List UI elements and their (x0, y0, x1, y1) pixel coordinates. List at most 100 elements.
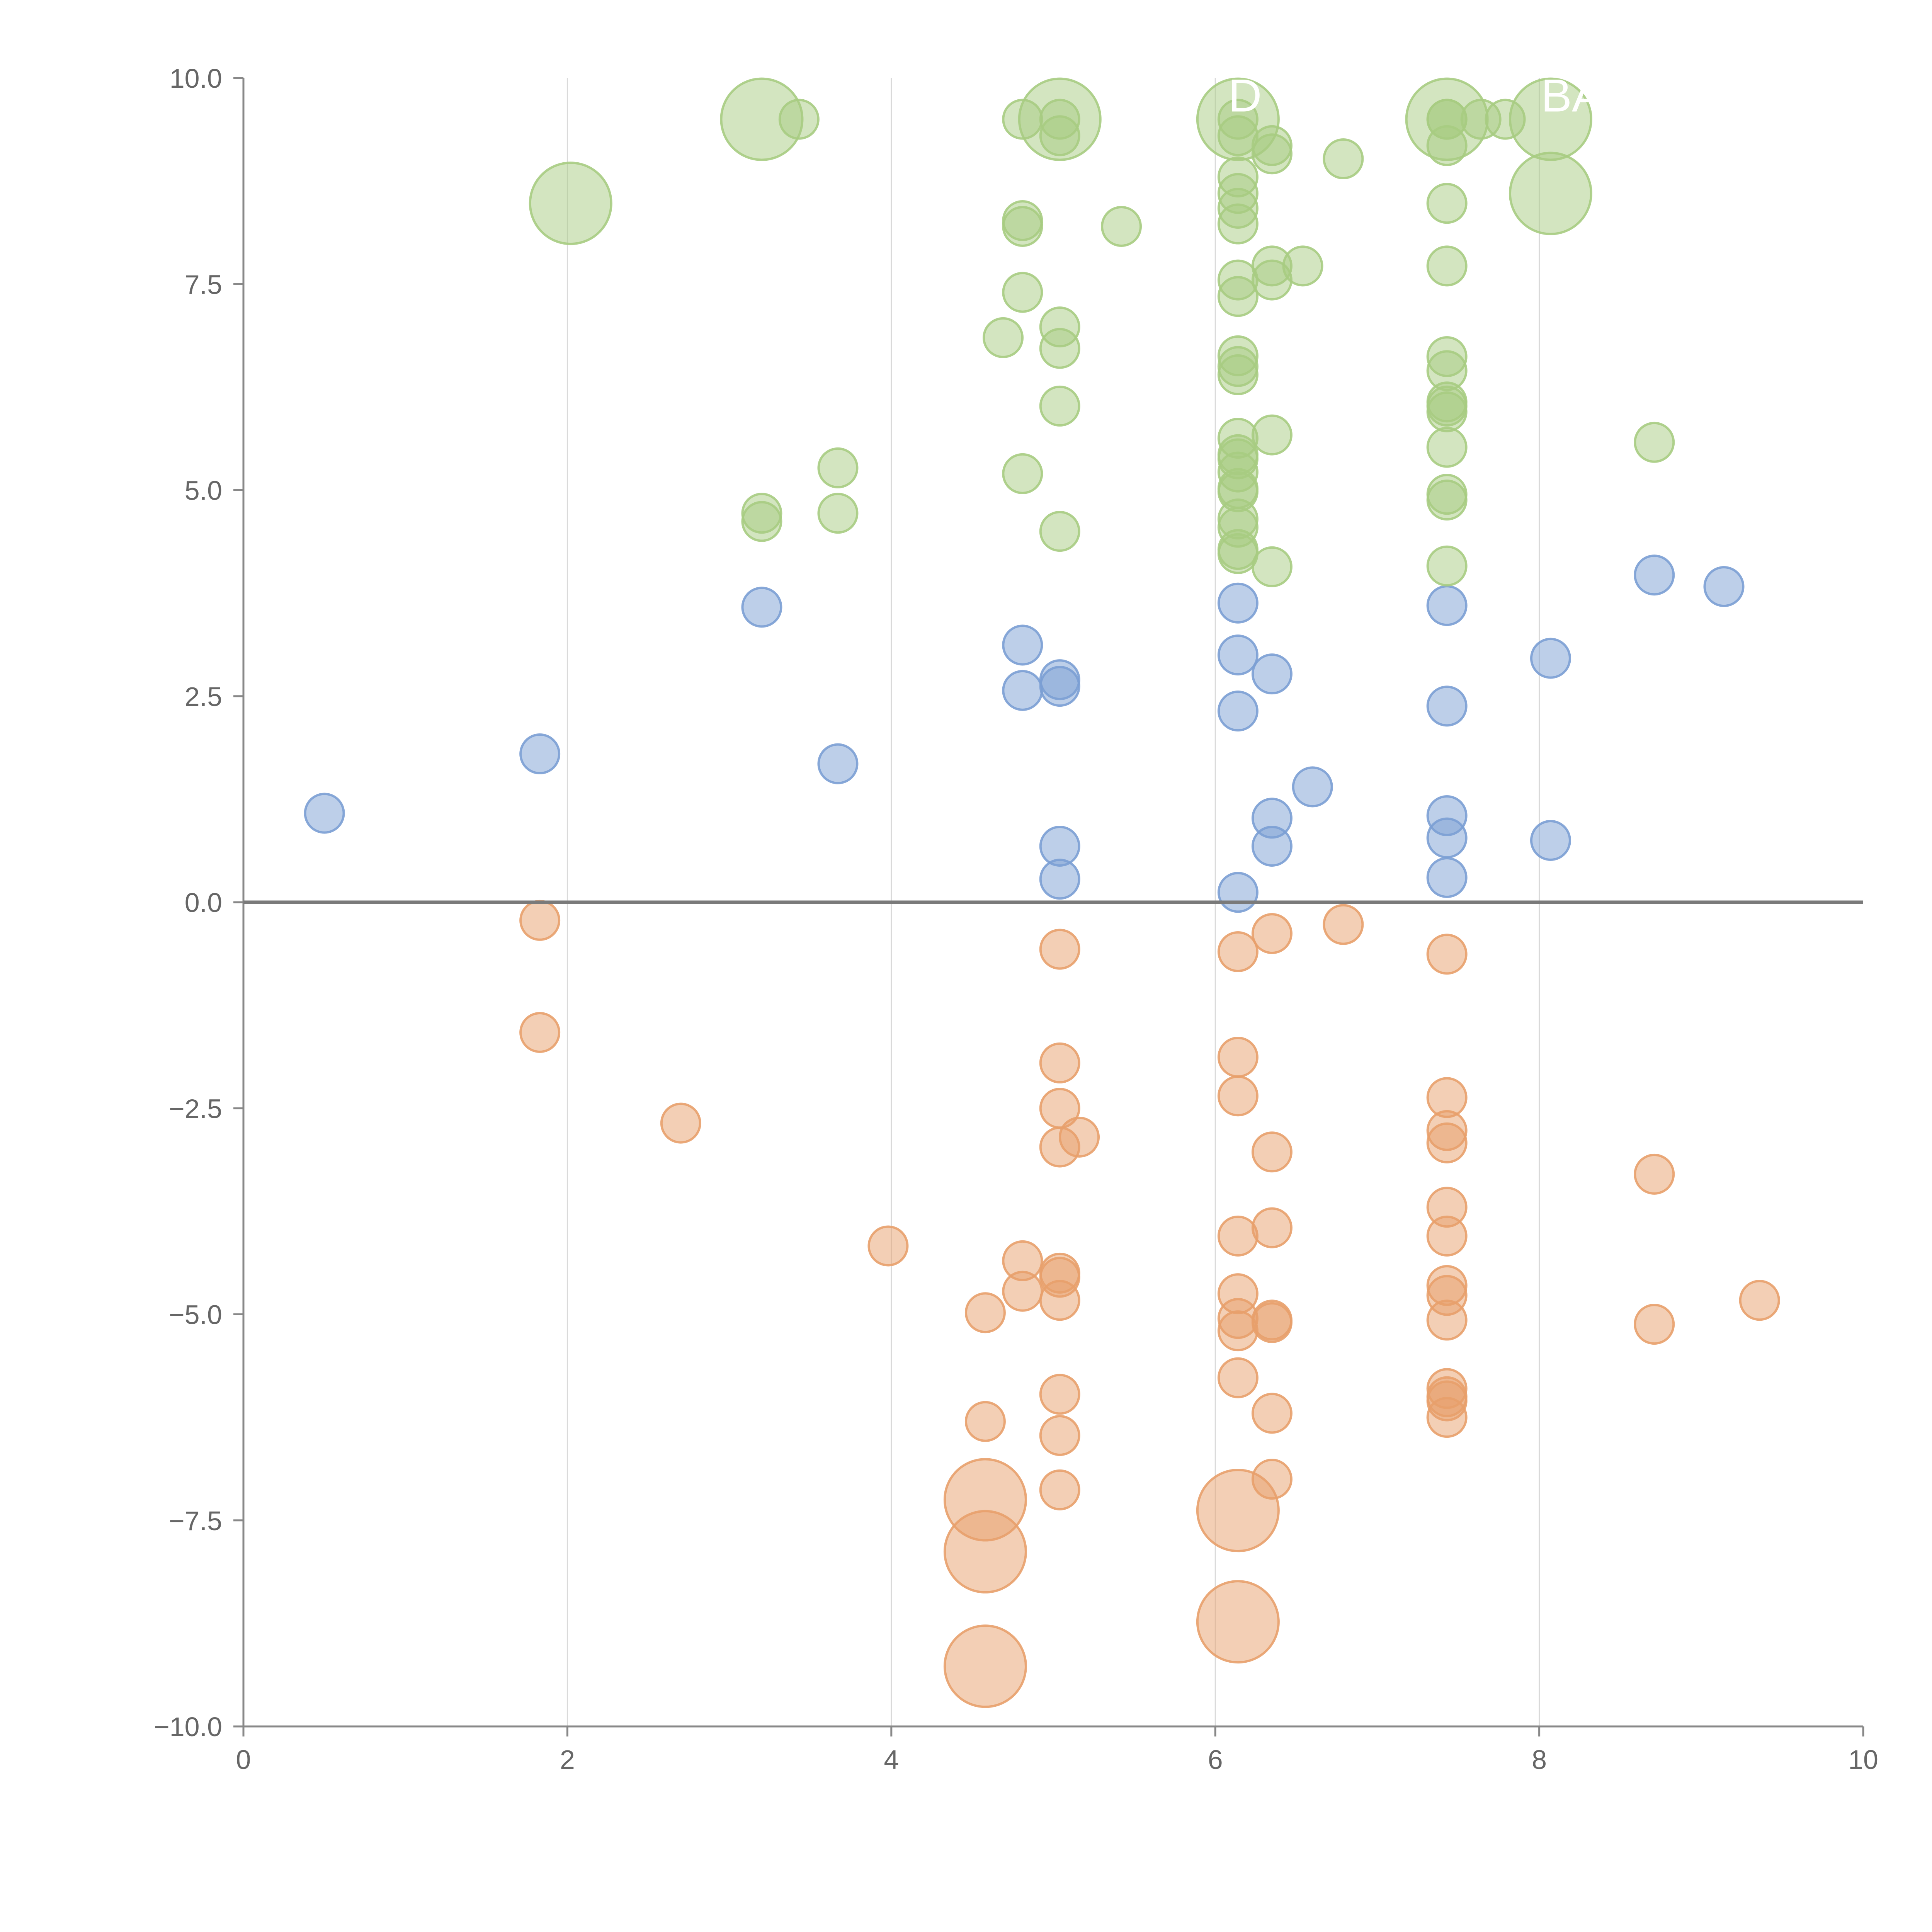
bubble-green (1426, 427, 1468, 468)
y-tick-label: −7.5 (169, 1506, 222, 1536)
bubble-green (817, 447, 859, 488)
bubble-blue (1703, 566, 1745, 607)
bubble-green (1217, 533, 1259, 574)
annotation-layer: D BA (1228, 70, 1603, 122)
bubble-orange (519, 900, 561, 941)
bubble-green (1101, 206, 1142, 247)
bubble-orange (943, 1510, 1027, 1594)
y-tick-label: −2.5 (169, 1094, 222, 1124)
bubble-orange (1251, 1302, 1293, 1343)
bubble-orange (1426, 1215, 1468, 1257)
bubble-green (983, 317, 1024, 358)
bubble-blue (1217, 634, 1259, 676)
bubble-orange (1251, 1207, 1293, 1248)
bubble-orange (1634, 1304, 1675, 1345)
bubble-blue (304, 793, 345, 834)
x-tick-label: 6 (1208, 1745, 1223, 1775)
bubble-orange (867, 1225, 909, 1267)
bubble-blue (1039, 859, 1080, 900)
x-tick-label: 0 (236, 1745, 251, 1775)
bubble-blue (1634, 554, 1675, 596)
bubble-orange (1251, 1131, 1293, 1173)
bubble-blue (1426, 817, 1468, 859)
bubble-orange (1323, 904, 1364, 945)
bubble-green (1634, 422, 1675, 463)
bubble-orange (1196, 1580, 1280, 1664)
bubble-blue (1292, 766, 1333, 808)
bubble-blue (1251, 653, 1293, 695)
bubble-green (1251, 133, 1293, 175)
bubble-green (741, 501, 782, 542)
bubble-green (1251, 546, 1293, 587)
bubble-green (1282, 245, 1323, 287)
bubble-orange (1251, 1393, 1293, 1434)
bubble-orange (1039, 1042, 1080, 1083)
bubble-blue (1217, 872, 1259, 913)
bubble-green (1002, 453, 1043, 494)
y-tick-label: −5.0 (169, 1300, 222, 1330)
point-annotation: BA (1541, 70, 1603, 122)
bubble-orange (1251, 1459, 1293, 1500)
y-tick-label: 0.0 (185, 888, 222, 918)
bubble-green (1217, 276, 1259, 317)
bubble-orange (1634, 1153, 1675, 1195)
bubble-green (1426, 245, 1468, 287)
bubble-green (1251, 414, 1293, 456)
bubble-green (1039, 115, 1080, 156)
series-layer (304, 77, 1780, 1708)
bubble-orange (660, 1102, 701, 1144)
bubble-green (1426, 391, 1468, 432)
bubble-blue (817, 743, 859, 784)
bubble-orange (1039, 1415, 1080, 1456)
x-tick-label: 4 (884, 1745, 899, 1775)
bubble-blue (1426, 857, 1468, 898)
bubble-orange (1039, 1469, 1080, 1510)
bubble-orange (964, 1292, 1006, 1333)
bubble-green (1426, 125, 1468, 166)
bubble-orange (1739, 1280, 1780, 1321)
y-tick-label: 5.0 (185, 476, 222, 506)
bubble-orange (1217, 1357, 1259, 1398)
bubble-green (1217, 354, 1259, 395)
bubble-blue (1426, 685, 1468, 727)
bubble-green (1002, 272, 1043, 313)
bubble-orange (1217, 1215, 1259, 1257)
bubble-green (1323, 138, 1364, 180)
bubble-blue (1039, 666, 1080, 707)
bubble-orange (1217, 1310, 1259, 1352)
y-tick-label: 2.5 (185, 682, 222, 712)
bubble-orange (1039, 929, 1080, 970)
y-tick-label: −10.0 (154, 1712, 222, 1742)
bubble-blue (1251, 825, 1293, 867)
bubble-orange (1426, 1122, 1468, 1163)
bubble-green (1217, 203, 1259, 245)
x-tick-label: 8 (1532, 1745, 1547, 1775)
bubble-blue (1217, 582, 1259, 624)
bubble-orange (1426, 1299, 1468, 1341)
bubble-orange (1217, 931, 1259, 972)
bubble-green (1426, 183, 1468, 224)
bubble-green (1426, 545, 1468, 587)
bubble-green (1217, 115, 1259, 156)
bubble-orange (943, 1624, 1027, 1708)
y-tick-label: 7.5 (185, 269, 222, 299)
bubble-blue (741, 587, 782, 628)
bubble-orange (1217, 1037, 1259, 1078)
bubble-orange (1217, 1075, 1259, 1117)
bubble-orange (1059, 1116, 1100, 1158)
bubble-blue (519, 733, 561, 775)
bubble-green (1039, 385, 1080, 427)
point-annotation: D (1228, 70, 1262, 122)
y-tick-label: 10.0 (170, 63, 222, 94)
bubble-orange (1251, 913, 1293, 954)
bubble-green (778, 99, 820, 140)
bubble-green (817, 493, 859, 534)
x-tick-label: 2 (560, 1745, 575, 1775)
bubble-blue (1002, 670, 1043, 711)
bubble-blue (1530, 820, 1571, 861)
bubble-blue (1217, 690, 1259, 732)
bubble-green (1039, 511, 1080, 552)
bubble-green (1002, 206, 1043, 247)
bubble-green (1509, 151, 1592, 235)
